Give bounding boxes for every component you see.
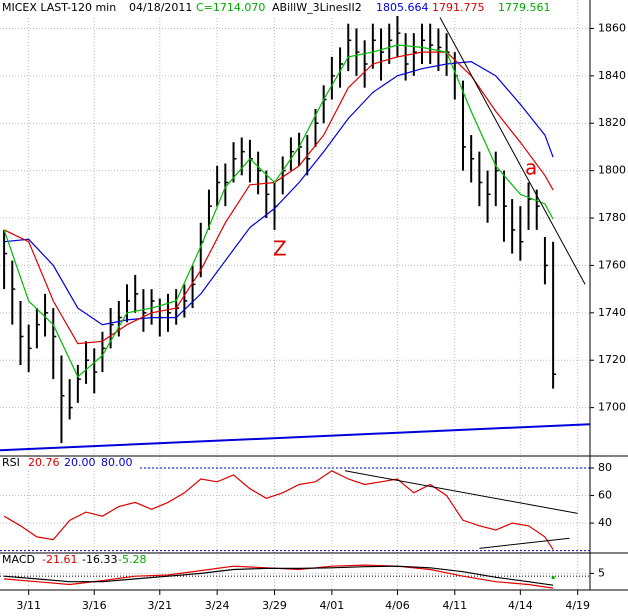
line xyxy=(344,470,578,514)
panel-title: MACD xyxy=(2,553,35,566)
y-tick-label: 40 xyxy=(598,516,612,529)
indicator-label: ABillW_3LinesII2 xyxy=(272,1,362,14)
level-label: 80.00 xyxy=(101,456,133,469)
ma-value: 1779.561 xyxy=(498,1,551,14)
line xyxy=(3,470,554,550)
x-tick-label: 4/19 xyxy=(565,599,590,612)
line xyxy=(4,60,554,326)
y-tick-label: 60 xyxy=(598,489,612,502)
y-tick-label: 1860 xyxy=(598,21,626,34)
annotation: Z xyxy=(273,237,287,261)
marks-layer xyxy=(0,14,591,589)
line xyxy=(0,423,591,452)
histogram-value: -5.28 xyxy=(118,553,146,566)
line xyxy=(439,17,586,285)
x-tick-label: 3/16 xyxy=(82,599,107,612)
x-tick-label: 4/14 xyxy=(508,599,533,612)
header-background xyxy=(0,0,556,16)
panel-title: RSI xyxy=(2,456,20,469)
ma-value: 1791.775 xyxy=(432,1,485,14)
x-tick-label: 4/11 xyxy=(442,599,467,612)
x-tick-label: 3/11 xyxy=(16,599,41,612)
x-tick-label: 4/01 xyxy=(320,599,345,612)
header-background xyxy=(0,457,140,470)
y-tick-label: 1840 xyxy=(598,69,626,82)
line xyxy=(3,44,554,378)
y-tick-label: 1720 xyxy=(598,353,626,366)
close-label: C=1714.070 xyxy=(196,1,265,14)
x-tick-label: 3/21 xyxy=(147,599,172,612)
y-tick-label: 5 xyxy=(598,566,605,579)
line xyxy=(4,565,554,586)
y-tick-label: 1740 xyxy=(598,306,626,319)
y-tick-label: 1780 xyxy=(598,211,626,224)
level-label: 20.00 xyxy=(64,456,96,469)
annotation: a xyxy=(525,156,537,180)
x-tick-label: 4/06 xyxy=(385,599,410,612)
line xyxy=(479,537,570,549)
y-tick-label: 1800 xyxy=(598,164,626,177)
signal-value: -16.33 xyxy=(82,553,117,566)
y-tick-label: 1820 xyxy=(598,116,626,129)
y-tick-label: 1700 xyxy=(598,401,626,414)
rsi-value: 20.76 xyxy=(28,456,60,469)
chart-title: MICEX LAST-120 min xyxy=(2,1,116,14)
macd-value: -21.61 xyxy=(42,553,77,566)
y-tick-label: 1760 xyxy=(598,258,626,271)
x-tick-label: 3/24 xyxy=(205,599,230,612)
date-label: 04/18/2011 xyxy=(129,1,192,14)
ma-value: 1805.664 xyxy=(376,1,429,14)
y-tick-label: 80 xyxy=(598,461,612,474)
header-background xyxy=(0,554,150,567)
histogram-bar xyxy=(551,576,555,580)
x-tick-label: 3/29 xyxy=(262,599,287,612)
